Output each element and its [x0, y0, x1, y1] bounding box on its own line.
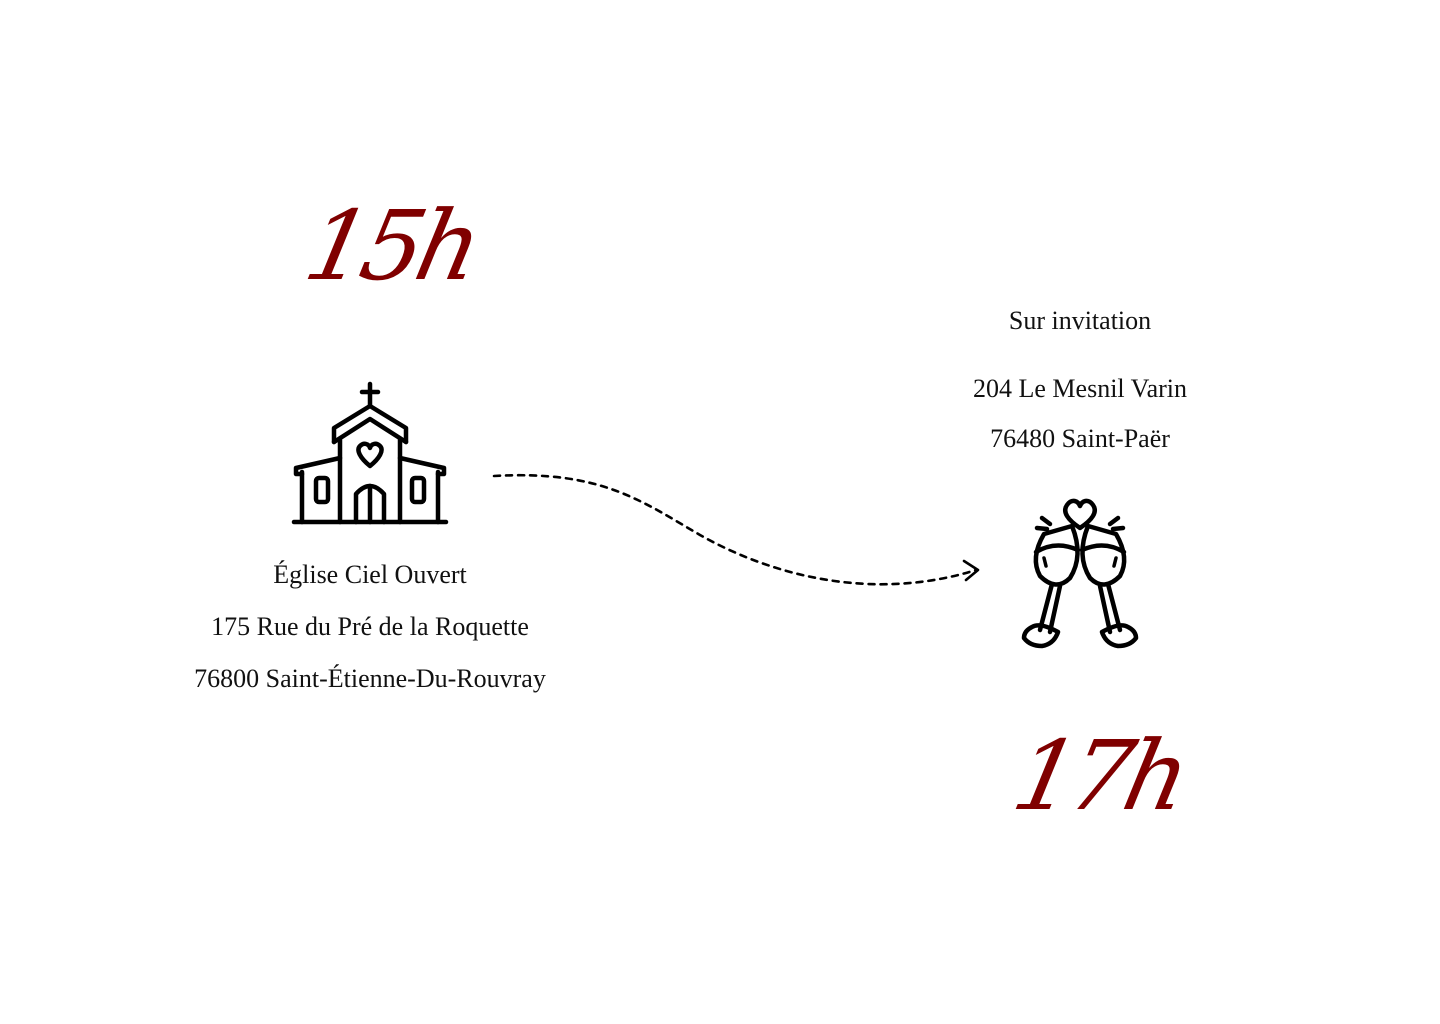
ceremony-city: 76800 Saint-Étienne-Du-Rouvray [194, 664, 546, 693]
reception-city: 76480 Saint-Paër [990, 424, 1170, 453]
reception-time: 17h [1004, 720, 1194, 832]
ceremony-venue: Église Ciel Ouvert [273, 560, 467, 589]
ceremony-street: 175 Rue du Pré de la Roquette [211, 612, 529, 641]
toasting-glasses-heart-icon [1021, 498, 1139, 649]
church-icon [291, 381, 449, 525]
ceremony-address: Église Ciel Ouvert 175 Rue du Pré de la … [120, 549, 620, 705]
reception-street: 204 Le Mesnil Varin [973, 374, 1187, 403]
reception-address: Sur invitation 204 Le Mesnil Varin 76480… [880, 296, 1280, 464]
reception-note: Sur invitation [1008, 306, 1152, 335]
